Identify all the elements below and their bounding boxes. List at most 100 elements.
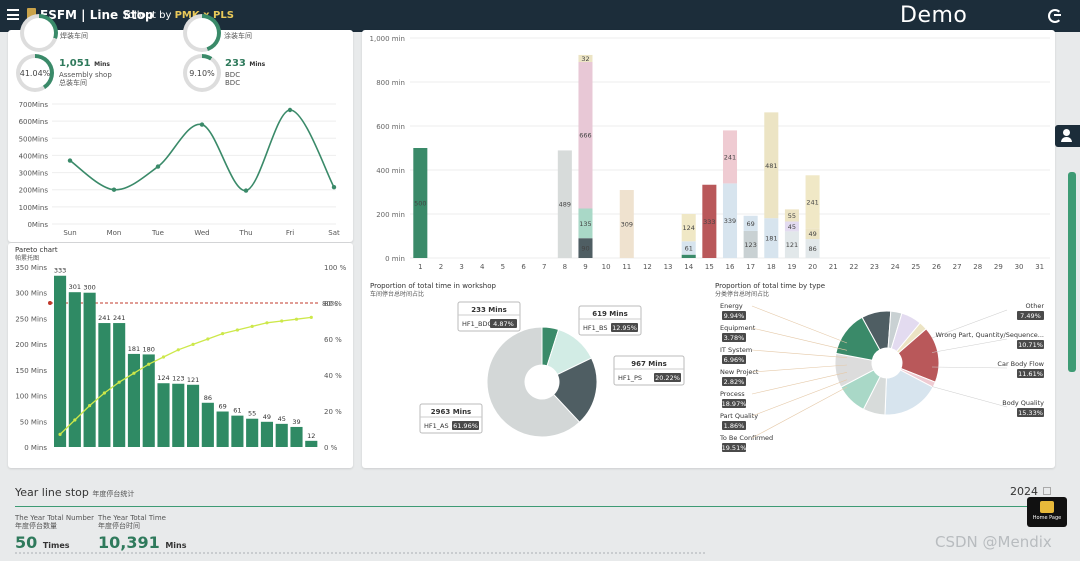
daily-y-tick: 0 min (385, 255, 405, 263)
daily-bar-segment (578, 238, 593, 258)
kpi-bdc-name: BDC BDC (225, 71, 240, 87)
pareto-cumulative-point (117, 380, 121, 384)
type-legend-badge (722, 355, 746, 364)
weekly-point (67, 158, 73, 163)
pareto-y-tick: 150 Mins (15, 367, 47, 375)
kpi-bdc-value: 233 Mins (225, 58, 265, 69)
workshop-callout-name: HF1_BDC (462, 320, 492, 328)
pareto-bar (201, 402, 214, 447)
kpi-bdc-unit: Mins (249, 61, 266, 68)
total-number-label: The Year Total Number 年度停台数量 (15, 514, 94, 530)
daily-x-tick: 1 (418, 263, 422, 271)
daily-y-tick: 200 min (376, 211, 405, 219)
pareto-y2-tick: 100 % (324, 264, 347, 272)
workshop-callout-badge (654, 373, 681, 382)
daily-x-tick: 8 (563, 263, 567, 271)
daily-x-tick: 15 (705, 263, 714, 271)
pareto-bar-label: 61 (233, 407, 241, 415)
daily-segment-label: 339 (724, 217, 736, 225)
weekly-point (287, 107, 293, 113)
weekly-x-tick: Tue (151, 229, 164, 237)
type-leader-line (931, 386, 1008, 408)
type-leader-line (751, 379, 848, 417)
type-pie-title: Proportion of total time by type (715, 282, 825, 290)
top-bar: ESFM | Line Stop rollout by PMK x PLS De… (0, 0, 1080, 32)
weekly-card: 焊装车间 涂装车间 41.04% 1,051 Mins Assembly sho… (8, 14, 353, 242)
daily-segment-label: 489 (559, 201, 571, 209)
type-legend-pct: 15.33% (1018, 409, 1043, 417)
pareto-bar (157, 383, 170, 447)
total-time-unit: Mins (165, 541, 187, 550)
weekly-point (243, 188, 249, 193)
type-legend-label: Wrong Part, Quantity/Sequence... (936, 331, 1044, 339)
type-legend-label: Equipment (720, 324, 756, 332)
type-legend-badge (1017, 369, 1044, 378)
daily-bar-segment (722, 183, 738, 258)
total-time-value: 10,391 Mins (98, 533, 187, 552)
workshop-callout-name: HF1_PS (618, 374, 642, 382)
daily-x-tick: 27 (953, 263, 962, 271)
app-title: ESFM | Line Stop (40, 8, 154, 22)
logout-icon[interactable] (1048, 9, 1062, 23)
weekly-x-tick: Fri (286, 229, 294, 237)
type-legend-label: To Be Confirmed (719, 434, 773, 442)
daily-x-tick: 20 (808, 263, 817, 271)
user-settings-icon[interactable] (1055, 125, 1080, 147)
type-leader-line (931, 338, 1008, 353)
workshop-callout-name: HF1_AS (424, 422, 449, 430)
pareto-y-tick: 350 Mins (15, 264, 47, 272)
daily-bar-segment (805, 175, 820, 229)
daily-segment-label: 309 (621, 221, 633, 229)
kpi-bdc-name-cn: BDC (225, 79, 241, 87)
weekly-y-tick: 100Mins (19, 204, 49, 212)
pareto-bar (142, 354, 155, 447)
type-legend-badge (722, 421, 746, 430)
pareto-cumulative-point (191, 342, 195, 346)
daily-segment-label: 45 (788, 223, 796, 231)
daily-x-tick: 31 (1035, 263, 1044, 271)
kpi-ring-top-left (20, 14, 58, 52)
pareto-bar (290, 426, 303, 447)
home-page-button[interactable]: Home Page (1027, 497, 1067, 527)
kpi-assembly-name-cn: 总装车间 (59, 79, 87, 87)
hamburger-icon[interactable] (7, 9, 19, 20)
type-legend-label: Car Body Flow (997, 360, 1044, 368)
year-selector[interactable]: 2024 (1010, 485, 1038, 498)
daily-segment-label: 121 (786, 241, 798, 249)
kpi-assembly-percent: 41.04% (20, 58, 50, 88)
daily-x-tick: 14 (684, 263, 693, 271)
weekly-x-tick: Sun (63, 229, 76, 237)
watermark: CSDN @Mendix (935, 533, 1052, 551)
daily-x-tick: 28 (973, 263, 982, 271)
workshop-callout-mins: 2963 Mins (431, 408, 471, 416)
type-legend-badge (1017, 408, 1044, 417)
rollout-text: rollout by PMK x PLS (124, 10, 234, 21)
daily-bar-segment (743, 230, 758, 258)
daily-segment-label: 49 (808, 230, 816, 238)
factory-icon (1040, 501, 1054, 513)
weekly-point (155, 164, 161, 169)
total-time: 10,391 (98, 533, 160, 552)
pareto-bar-label: 86 (204, 394, 212, 402)
daily-segment-label: 55 (788, 212, 796, 220)
weekly-x-tick: Mon (107, 229, 122, 237)
pareto-threshold-label: 80% (322, 300, 338, 308)
type-leader-line (751, 305, 848, 344)
kpi-ring-top-right (183, 14, 221, 52)
weekly-x-tick: Wed (194, 229, 209, 237)
pareto-bar-label: 241 (113, 314, 125, 322)
weekly-line-chart: 700Mins 600Mins 500Mins 400Mins 300Mins 200Mi… (19, 101, 340, 237)
weekly-y-tick: 200Mins (19, 187, 49, 195)
type-legend-pct: 6.96% (724, 356, 745, 364)
daily-x-tick: 9 (583, 263, 587, 271)
kpi-bdc-name-en: BDC (225, 71, 241, 79)
pareto-cumulative-point (235, 328, 239, 332)
daily-segment-label: 333 (703, 218, 715, 226)
daily-x-tick: 25 (911, 263, 920, 271)
type-legend-badge (722, 311, 746, 320)
total-time-label-cn: 年度停台时间 (98, 522, 140, 530)
type-leader-line (751, 386, 848, 439)
scrollbar[interactable] (1068, 172, 1076, 372)
year-dropdown-icon[interactable] (1043, 487, 1051, 495)
daily-segment-label: 241 (806, 198, 818, 206)
